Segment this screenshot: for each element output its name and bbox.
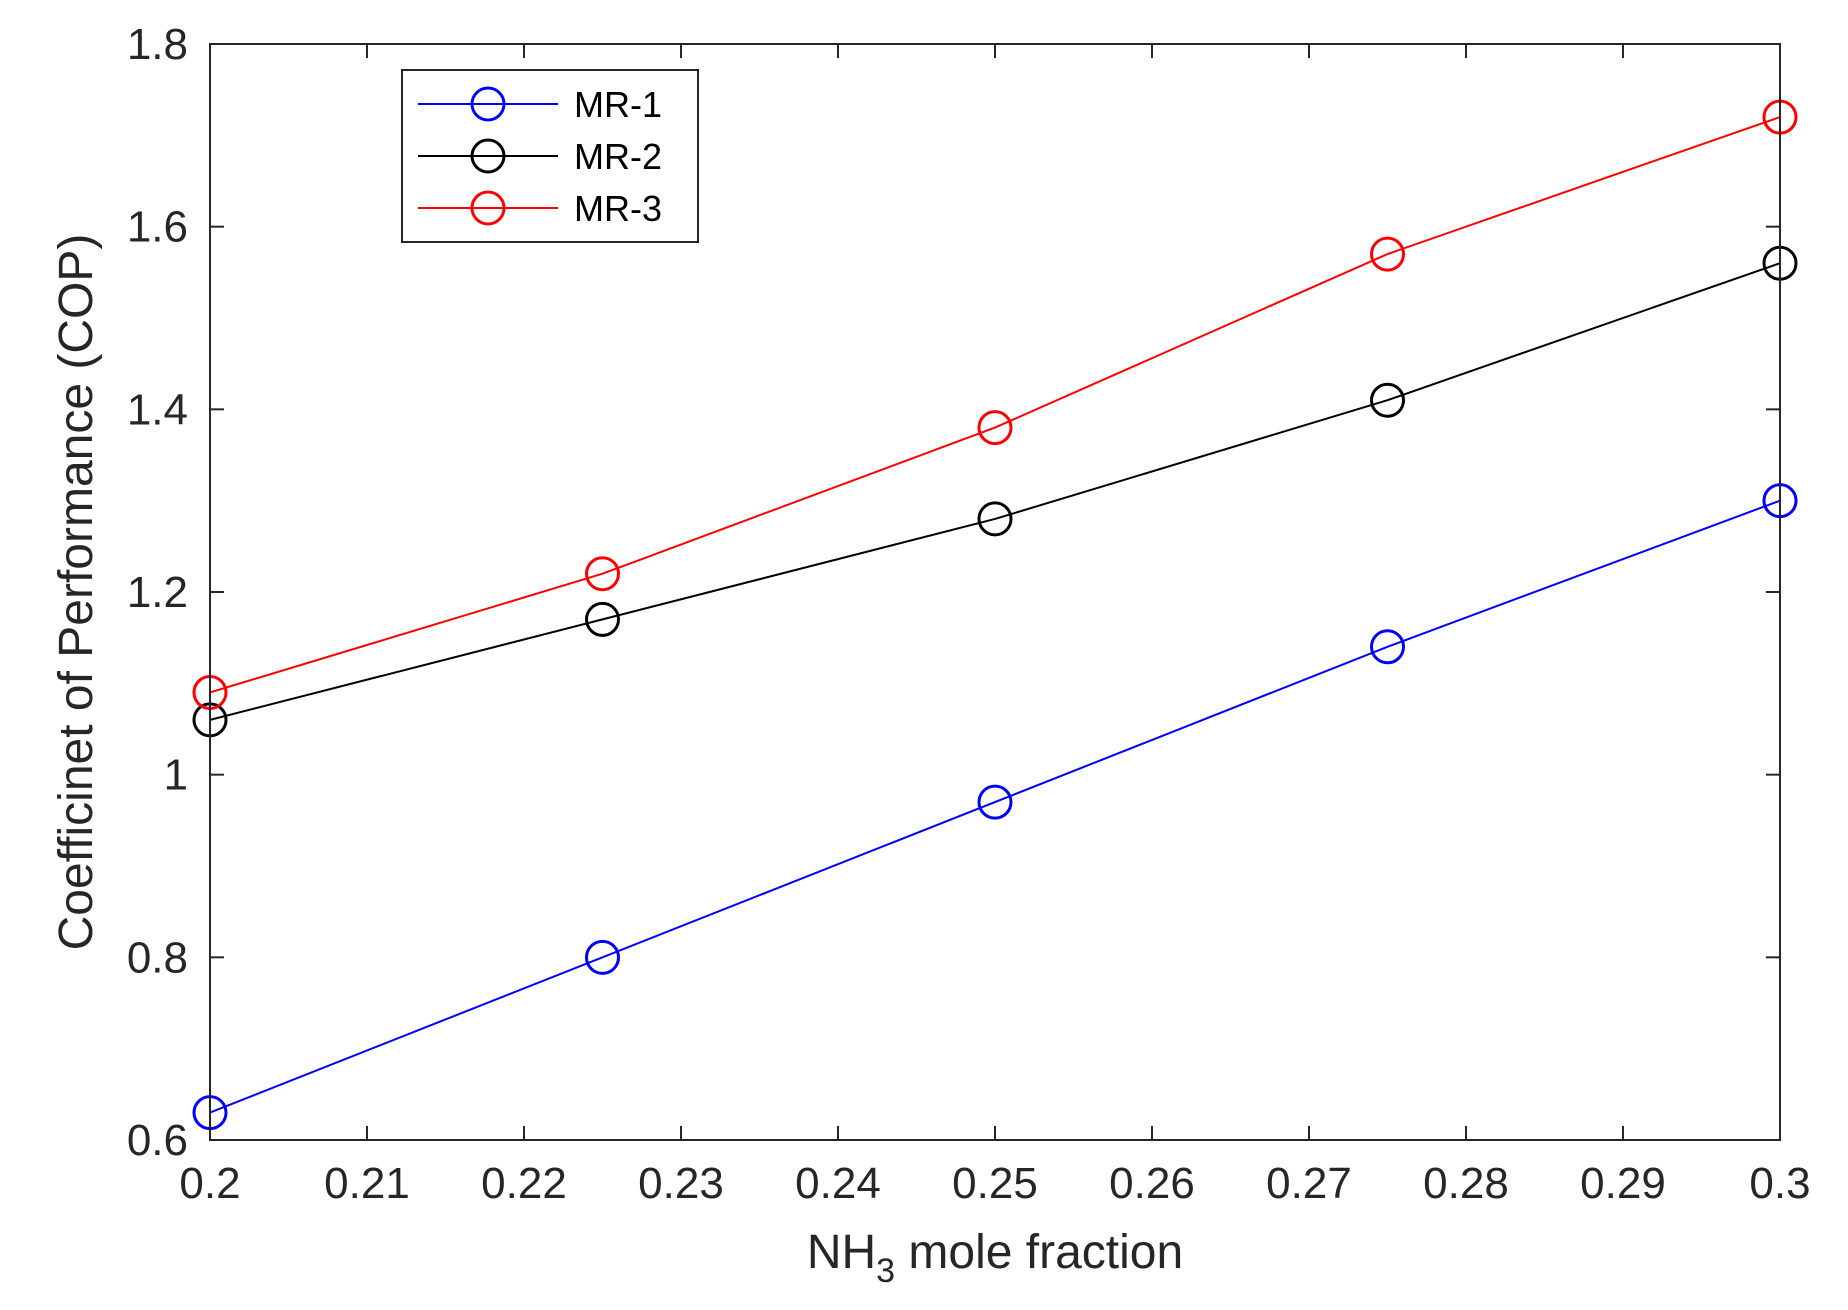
x-tick-label: 0.28 [1423, 1159, 1509, 1208]
x-axis-label-rest: mole fraction [895, 1226, 1183, 1279]
legend-swatch-marker [470, 86, 506, 122]
legend-item-mr-1: MR-1 [418, 84, 662, 125]
x-axis-label-main: NH [807, 1226, 876, 1279]
series-line-mr-1 [209, 499, 1781, 1114]
data-point-mr-3 [585, 556, 620, 592]
x-tick-label: 0.26 [1109, 1159, 1195, 1208]
x-tick-label: 0.29 [1580, 1159, 1666, 1208]
x-tick-label: 0.27 [1266, 1159, 1352, 1208]
x-tick-label: 0.21 [324, 1159, 410, 1208]
x-axis-label: NH3 mole fraction [807, 1226, 1183, 1290]
data-point-mr-1 [1370, 629, 1405, 665]
legend: MR-1 MR-2 MR-3 [401, 69, 699, 243]
x-tick-label: 0.25 [952, 1159, 1038, 1208]
x-tick-label: 0.22 [481, 1159, 567, 1208]
data-series [192, 99, 1798, 1131]
legend-label: MR-3 [574, 188, 662, 229]
legend-item-mr-3: MR-3 [418, 188, 662, 229]
series-mr-2 [192, 245, 1798, 738]
series-line-mr-2 [209, 262, 1781, 721]
axes-frame [209, 43, 1781, 1141]
legend-swatch-marker [470, 190, 506, 226]
data-point-mr-2 [977, 501, 1013, 537]
data-point-mr-1 [585, 939, 620, 975]
y-tick-label: 1.4 [127, 385, 188, 434]
x-tick-label: 0.2 [179, 1159, 240, 1208]
legend-item-mr-2: MR-2 [418, 136, 662, 177]
legend-label: MR-1 [574, 84, 662, 125]
y-tick-label: 1.8 [127, 20, 188, 69]
y-tick-label: 1.6 [127, 203, 188, 252]
y-tick-label: 0.8 [127, 933, 188, 982]
y-tick-label: 0.6 [127, 1116, 188, 1165]
data-point-mr-2 [585, 601, 620, 637]
x-tick-label: 0.23 [638, 1159, 724, 1208]
series-mr-3 [192, 99, 1798, 710]
series-line-mr-3 [209, 116, 1781, 694]
legend-swatch-marker [470, 138, 506, 174]
x-tick-label: 0.3 [1749, 1159, 1810, 1208]
x-tick-label: 0.24 [795, 1159, 881, 1208]
legend-label: MR-2 [574, 136, 662, 177]
data-point-mr-2 [1370, 382, 1405, 418]
y-tick-label: 1.2 [127, 568, 188, 617]
x-axis-label-subscript: 3 [876, 1252, 895, 1290]
y-tick-label: 1 [164, 751, 188, 800]
y-axis-label: Coefficinet of Performance (COP) [50, 234, 103, 951]
data-point-mr-1 [977, 784, 1013, 820]
axis-ticks: 0.2 0.21 0.22 0.23 0.24 0.25 0.26 0.27 0.28 0.29 0… [127, 20, 1811, 1208]
data-point-mr-3 [1370, 236, 1405, 272]
data-point-mr-3 [977, 410, 1013, 446]
